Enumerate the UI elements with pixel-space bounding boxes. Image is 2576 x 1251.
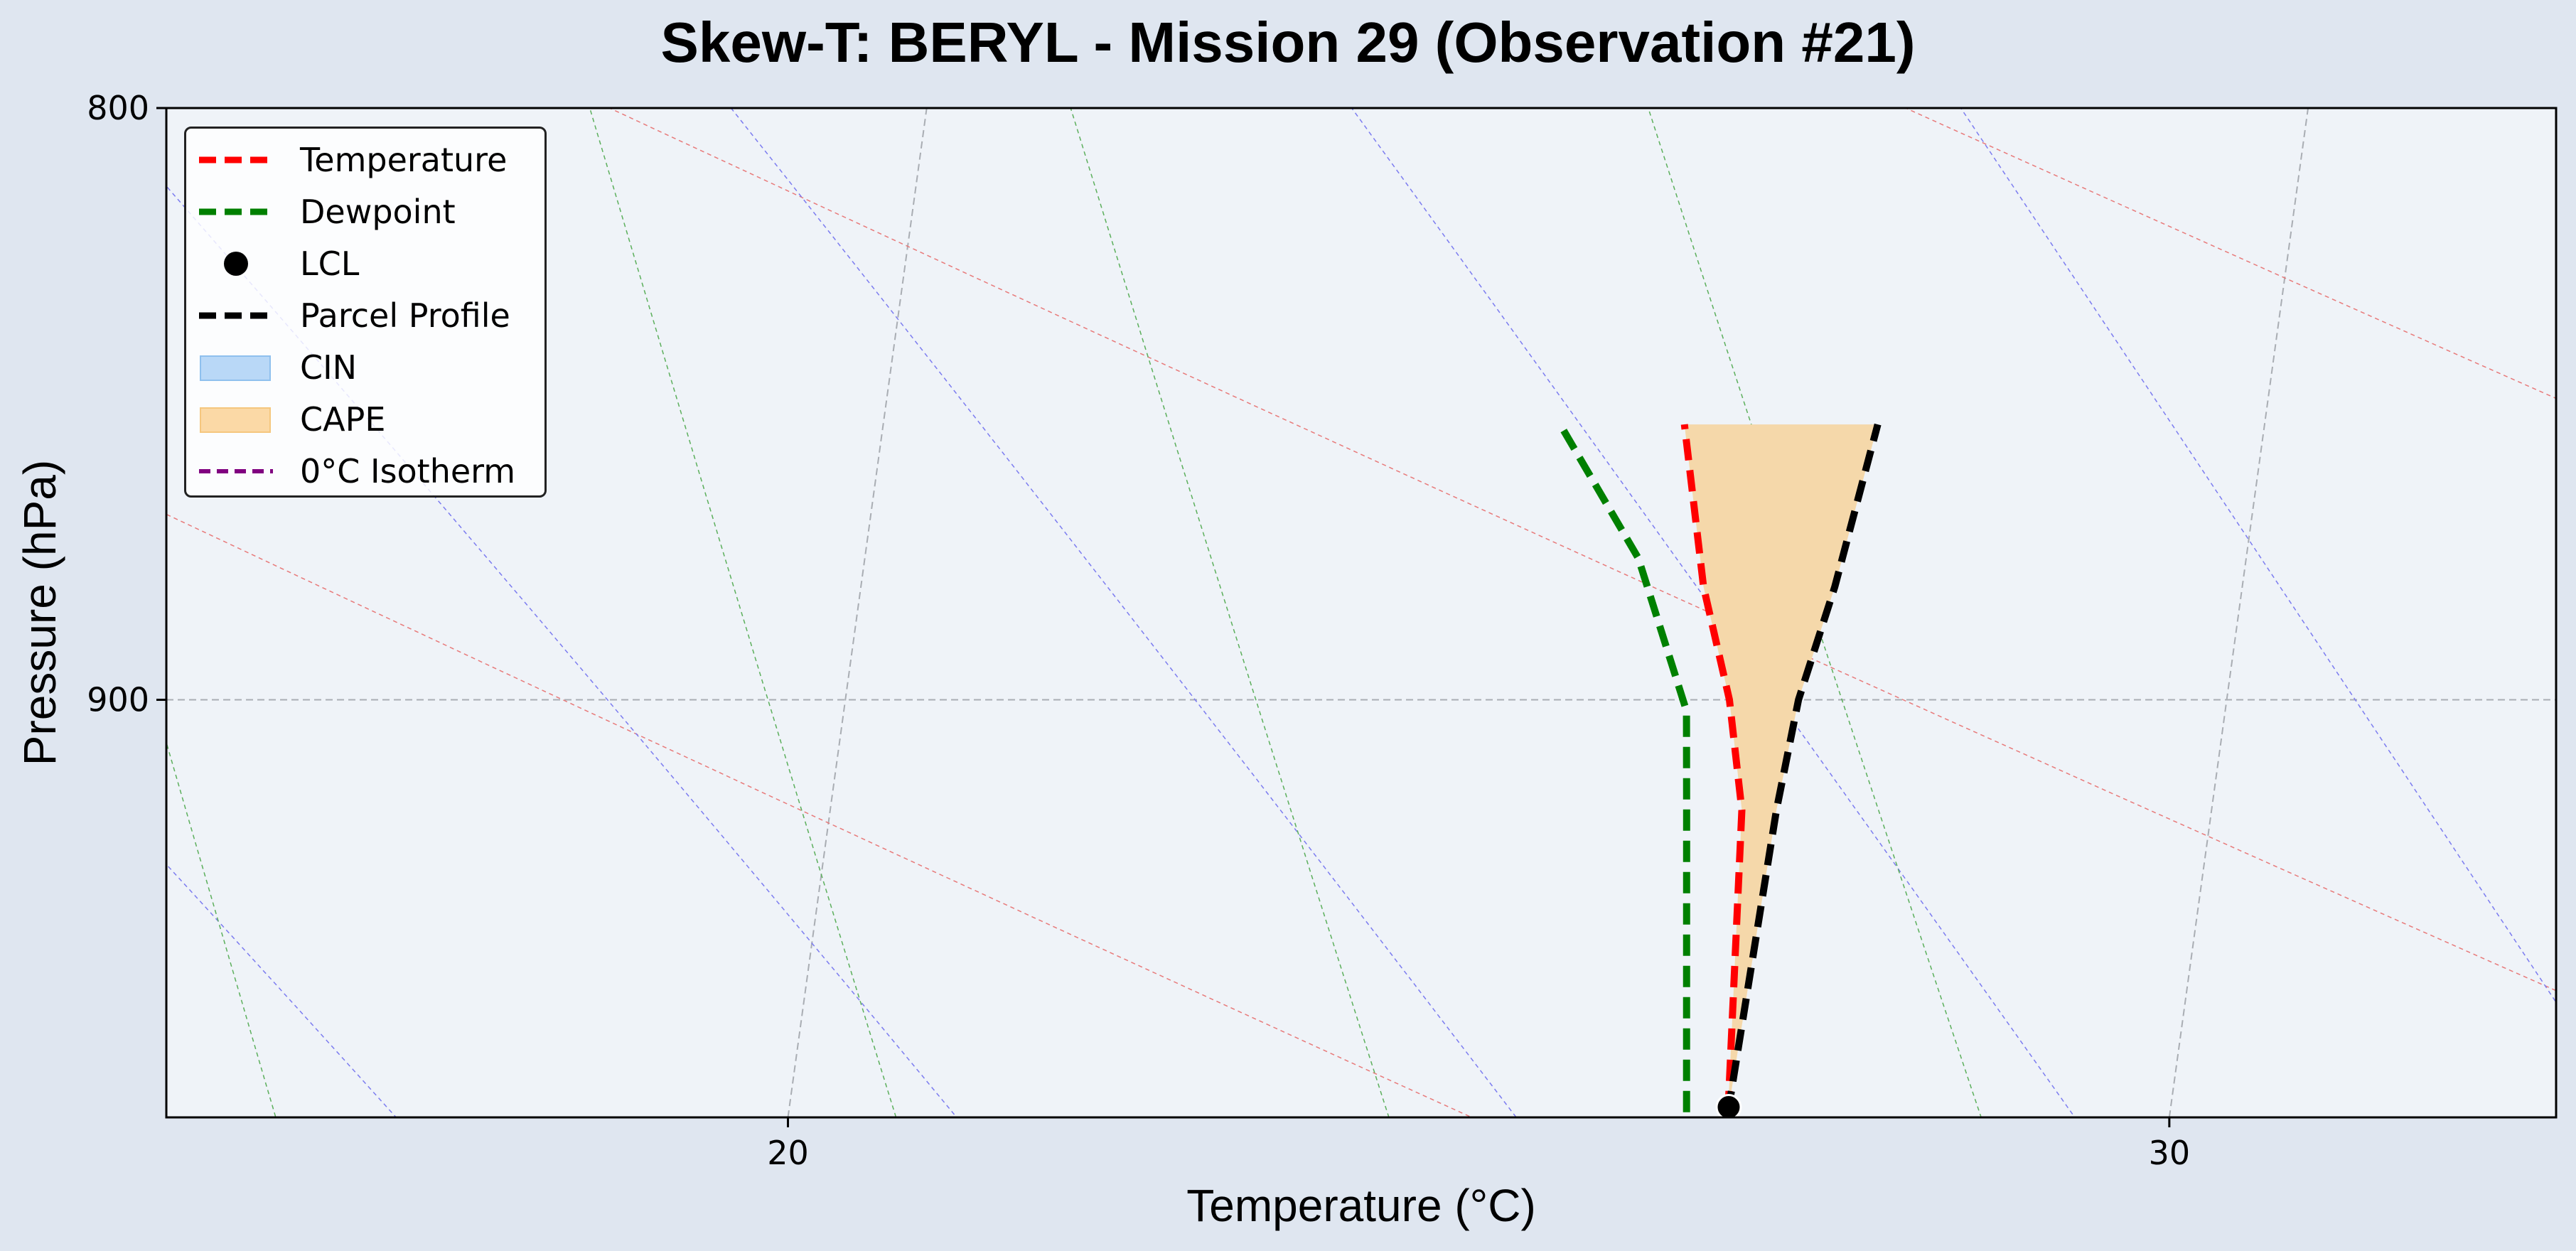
legend-label-cape: CAPE xyxy=(300,400,386,439)
y-axis-label: Pressure (hPa) xyxy=(14,460,65,766)
legend-label-zero-isotherm: 0°C Isotherm xyxy=(300,452,516,490)
tick-layer: 20 30 800 900 xyxy=(87,89,2190,1172)
temperature-dash-icon xyxy=(199,156,273,163)
legend-label-lcl: LCL xyxy=(300,245,360,283)
parcel-dash-icon xyxy=(199,312,273,319)
y-tick-label: 900 xyxy=(87,681,149,719)
mixing-ratio-line xyxy=(589,108,897,1117)
dry-adiabat-line xyxy=(166,513,1474,1117)
x-tick-label: 20 xyxy=(767,1134,809,1172)
legend: Temperature Dewpoint LCL Parcel Profile … xyxy=(184,127,547,498)
mixing-ratio-line xyxy=(1648,108,1982,1117)
lcl-marker xyxy=(1715,1094,1742,1117)
legend-label-parcel-profile: Parcel Profile xyxy=(300,296,510,335)
moist-adiabat-line xyxy=(1960,108,2556,1004)
legend-item-zero-isotherm: 0°C Isotherm xyxy=(186,450,544,493)
x-axis-label: Temperature (°C) xyxy=(1186,1180,1536,1231)
legend-item-lcl: LCL xyxy=(186,242,544,285)
dewpoint-line xyxy=(1557,422,1690,1112)
moist-adiabat-line xyxy=(1351,108,2076,1117)
data-layer xyxy=(1557,422,1882,1117)
legend-item-cape: CAPE xyxy=(186,398,544,441)
legend-item-dewpoint: Dewpoint xyxy=(186,190,544,233)
plot-frame xyxy=(165,107,2558,1119)
lcl-dot-icon xyxy=(224,252,248,276)
parcel-profile-line xyxy=(1724,423,1882,1113)
x-tick-label: 30 xyxy=(2149,1134,2191,1172)
dewpoint-dash-icon xyxy=(199,208,273,215)
moist-adiabat-line xyxy=(166,863,397,1117)
chart-title: Skew-T: BERYL - Mission 29 (Observation … xyxy=(660,11,1916,74)
temperature-line xyxy=(1680,424,1746,1113)
plot-background xyxy=(166,108,2556,1117)
legend-label-dewpoint: Dewpoint xyxy=(300,193,456,231)
mixing-ratio-line xyxy=(1070,108,1390,1117)
cape-patch-icon xyxy=(200,407,271,433)
legend-label-cin: CIN xyxy=(300,348,358,387)
legend-label-temperature: Temperature xyxy=(300,141,508,179)
mixing-ratio-line xyxy=(166,741,277,1117)
legend-item-cin: CIN xyxy=(186,346,544,389)
cape-region xyxy=(1684,424,1878,1112)
cin-patch-icon xyxy=(200,355,271,381)
moist-adiabat-line xyxy=(730,108,1518,1117)
legend-item-temperature: Temperature xyxy=(186,139,544,181)
legend-item-parcel-profile: Parcel Profile xyxy=(186,294,544,337)
y-tick-label: 800 xyxy=(87,89,149,127)
isotherm-dash-icon xyxy=(199,469,273,473)
